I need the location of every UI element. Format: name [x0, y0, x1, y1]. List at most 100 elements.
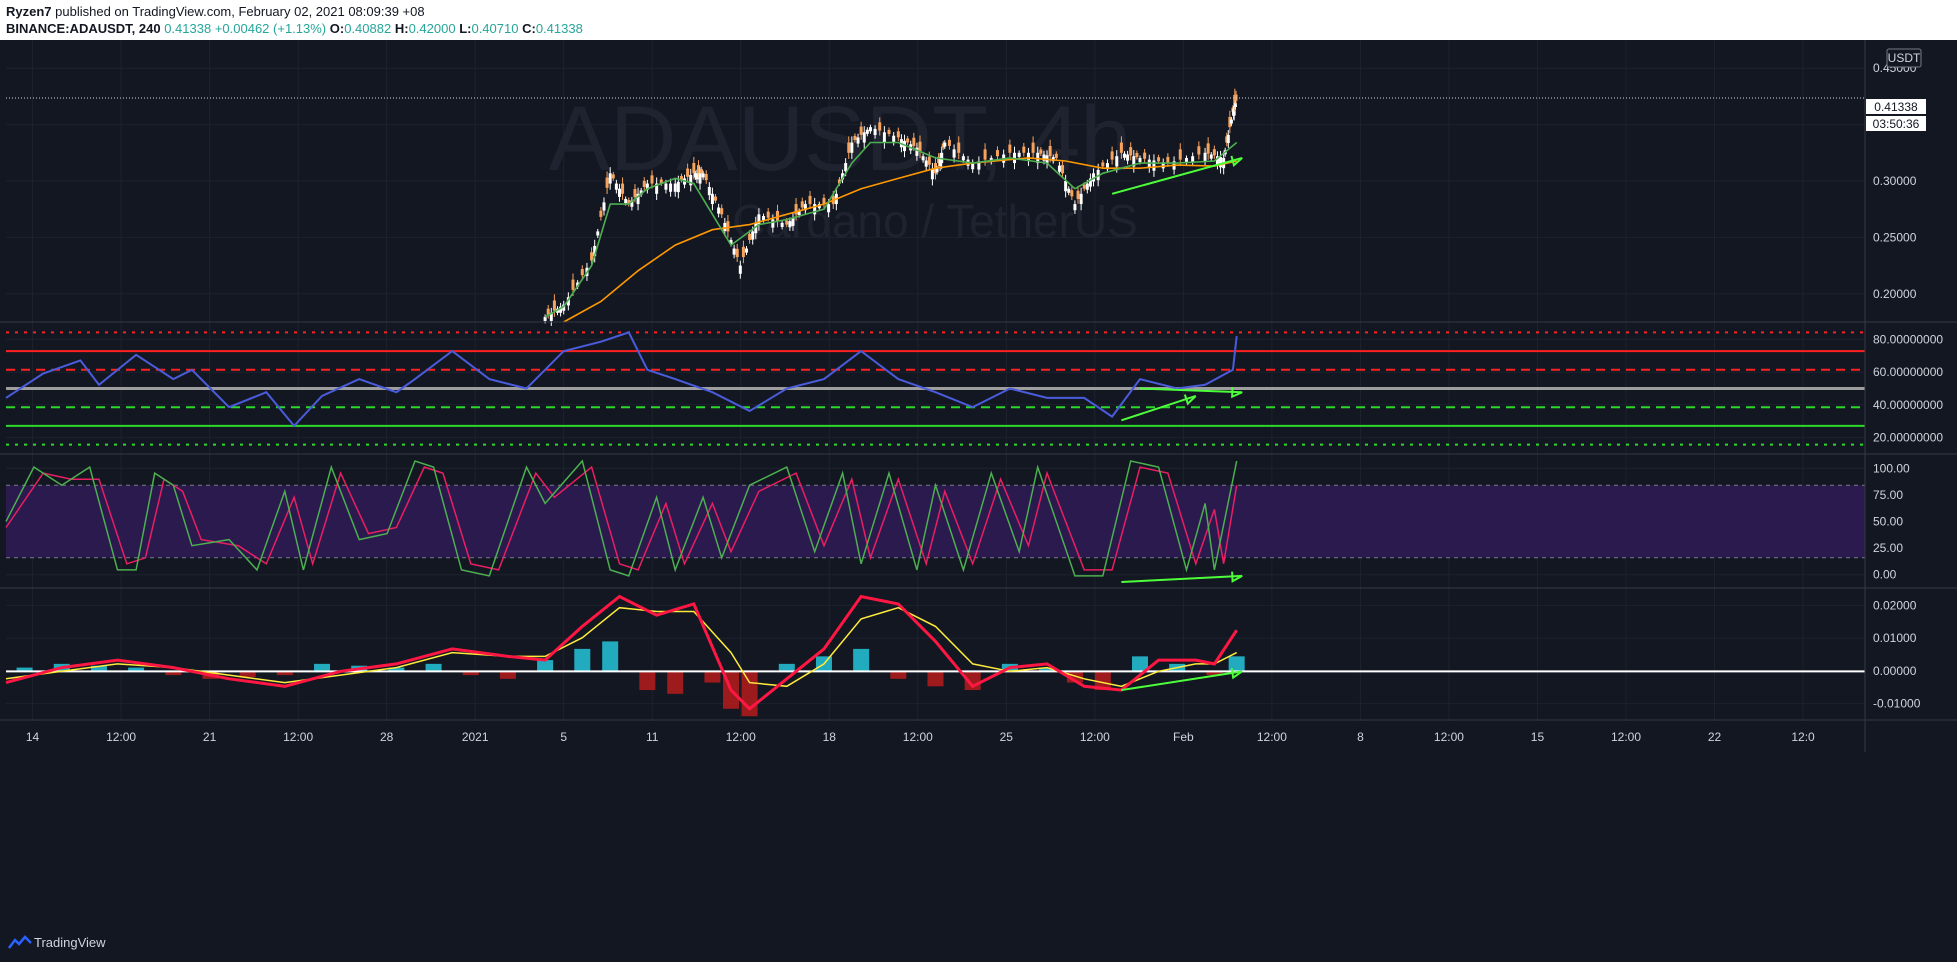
macd-histogram-bar: [704, 671, 721, 683]
high-value: 0.42000: [408, 21, 456, 36]
stoch-rsi-pane[interactable]: [5, 459, 1865, 583]
y-tick-label: 0.00000: [1873, 664, 1917, 678]
candle-body: [576, 282, 580, 287]
x-tick-label: 28: [380, 730, 394, 744]
candle-body: [1166, 156, 1170, 164]
candle-body: [659, 179, 663, 184]
y-tick-label: 100.00: [1873, 461, 1910, 475]
candle-body: [1178, 149, 1182, 160]
candle-body: [562, 304, 566, 311]
candle-body: [1057, 165, 1061, 172]
macd-histogram-bar: [537, 660, 554, 672]
macd-pane[interactable]: [5, 594, 1865, 717]
candle-body: [1197, 146, 1201, 155]
candle-body: [1232, 107, 1236, 116]
candle-body: [714, 196, 718, 201]
candle-body: [903, 140, 907, 152]
candle-body: [921, 156, 925, 161]
ohlc-line: BINANCE:ADAUSDT, 240 0.41338 +0.00462 (+…: [6, 21, 583, 36]
high-label: H:: [394, 21, 409, 36]
candle-body: [1152, 160, 1156, 171]
price-scale[interactable]: 0.450000.350000.300000.250000.2000080.00…: [1873, 61, 1943, 710]
candle-body: [1085, 183, 1089, 190]
candle-body: [726, 221, 730, 232]
author-name[interactable]: Ryzen7: [6, 4, 52, 19]
candle-body: [664, 183, 668, 190]
candle-body: [735, 248, 739, 258]
candle-body: [621, 183, 625, 194]
open-value: 0.40882: [344, 21, 392, 36]
candle-body: [952, 149, 956, 158]
macd-divergence-arrow-head: [1230, 667, 1243, 680]
candle-body: [1073, 204, 1077, 211]
close-value: 0.41338: [535, 21, 583, 36]
candle-body: [1132, 156, 1136, 167]
candle-body: [896, 131, 900, 138]
candle-body: [696, 165, 700, 174]
tradingview-brand[interactable]: TradingView: [34, 935, 106, 950]
published-text: published on TradingView.com, February 0…: [55, 4, 425, 19]
candle-body: [878, 122, 882, 131]
price-pane[interactable]: [6, 88, 1865, 326]
candle-body: [873, 128, 877, 136]
candle-body: [947, 139, 951, 146]
candle-body: [808, 195, 812, 205]
macd-histogram-bar: [425, 663, 442, 672]
candle-body: [856, 137, 860, 144]
candle-body: [1088, 178, 1092, 187]
candle-body: [785, 220, 789, 225]
y-tick-label: 0.02000: [1873, 598, 1917, 612]
x-tick-label: 11: [646, 730, 659, 744]
candle-body: [639, 190, 643, 195]
x-tick-label: 5: [560, 730, 567, 744]
macd-histogram-bar: [276, 671, 293, 676]
candle-body: [751, 231, 755, 240]
chart-header: Ryzen7 published on TradingView.com, Feb…: [0, 0, 1957, 40]
macd-histogram-bar: [890, 671, 907, 679]
candle-body: [738, 265, 742, 274]
time-scale[interactable]: 14 12:00 21 12:00 28 2021 5 11 12:00 18 12:00 25 12:…: [26, 730, 1815, 744]
candle-body: [892, 135, 896, 142]
candle-body: [1157, 157, 1161, 162]
candle-body: [1233, 102, 1237, 107]
macd-signal-line: [5, 606, 1238, 688]
x-tick-label: 21: [203, 730, 217, 744]
candle-body: [1226, 134, 1230, 144]
y-tick-label: 0.20000: [1873, 287, 1917, 301]
macd-histogram-bar: [499, 671, 516, 679]
rsi-pane[interactable]: [5, 331, 1865, 446]
macd-histogram-bar: [853, 648, 870, 672]
candle-body: [676, 181, 680, 193]
candle-body: [850, 142, 854, 153]
candle-body: [791, 217, 795, 226]
chart-canvas[interactable]: ADAUSDT, 4h Cardano / TetherUS 0.450000.…: [0, 40, 1957, 922]
candle-body: [983, 149, 987, 160]
candle-body: [636, 193, 640, 205]
candle-body: [800, 201, 804, 208]
candle-body: [943, 142, 947, 147]
candle-body: [977, 161, 981, 170]
symbol-label[interactable]: BINANCE:ADAUSDT, 240: [6, 21, 161, 36]
macd-histogram-bar: [1228, 656, 1245, 672]
rsi-divergence-arrow-2-head: [1231, 387, 1243, 399]
candle-body: [611, 174, 615, 179]
macd-histogram-bar: [1066, 671, 1083, 683]
candle-body: [693, 173, 697, 178]
currency-badge[interactable]: [1886, 48, 1922, 68]
candle-body: [655, 183, 659, 194]
macd-histogram-bar: [574, 648, 591, 672]
candle-body: [971, 163, 975, 170]
candle-body: [1161, 162, 1165, 169]
candle-body: [995, 150, 999, 157]
candle-body: [673, 183, 677, 192]
currency-label: USDT: [1888, 51, 1921, 65]
candle-body: [543, 316, 547, 321]
y-tick-label: -0.01000: [1873, 697, 1921, 711]
candle-body: [868, 127, 872, 132]
candle-body: [1203, 152, 1207, 162]
tradingview-logo-icon[interactable]: [8, 934, 32, 950]
candle-body: [1064, 181, 1068, 192]
candle-body: [1228, 116, 1232, 128]
candle-body: [599, 210, 603, 217]
x-tick-label: 12:00: [1257, 730, 1287, 744]
